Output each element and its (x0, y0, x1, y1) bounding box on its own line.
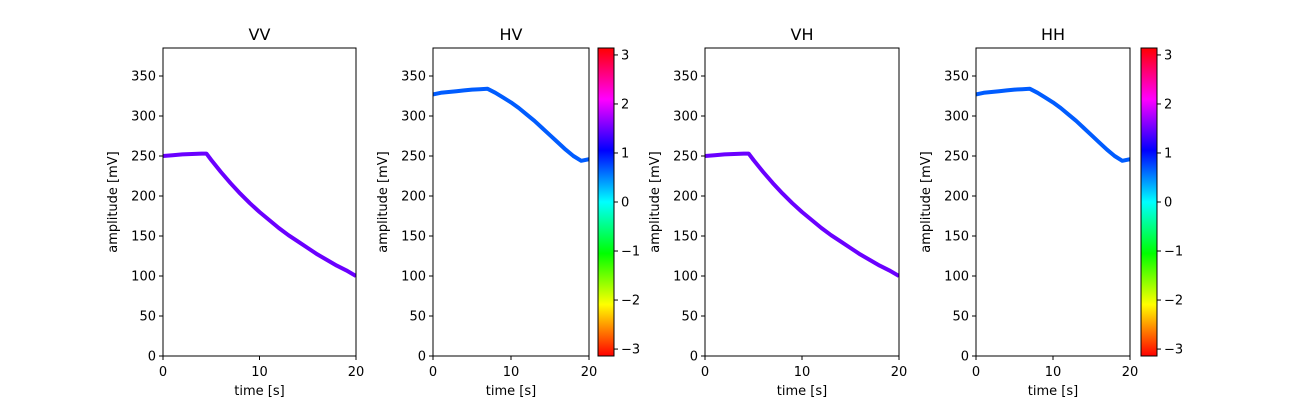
y-tick-label: 150 (131, 230, 156, 245)
series-line-vh (705, 151, 899, 278)
x-tick-label: 20 (581, 365, 598, 380)
series-line-vv (163, 151, 356, 278)
x-axis-label: time [s] (777, 384, 827, 399)
colorbar-tick-label: −2 (621, 294, 640, 309)
y-tick-label: 250 (944, 150, 969, 165)
y-tick-label: 350 (401, 70, 426, 85)
x-tick-label: 20 (1122, 365, 1139, 380)
axes-frame (432, 47, 590, 357)
y-tick-label: 300 (401, 110, 426, 125)
y-tick-label: 200 (131, 190, 156, 205)
y-tick-label: 0 (961, 350, 969, 365)
subplot-vv: 0 50 100 150 200 250 300 350 0 10 20 VV time [s] ampl… (106, 25, 364, 399)
colorbar-tick-label: −3 (1164, 343, 1183, 358)
y-tick-label: 100 (131, 270, 156, 285)
x-tick-label: 10 (794, 365, 811, 380)
y-tick-label: 0 (148, 350, 156, 365)
colorbar-tick-label: −3 (621, 343, 640, 358)
colorbar-tick-label: 3 (621, 48, 629, 63)
colorbar-tick-label: 1 (1164, 146, 1172, 161)
y-tick-label: 300 (673, 110, 698, 125)
colorbar-tick-label: 2 (621, 97, 629, 112)
y-tick-label: 0 (690, 350, 698, 365)
colorbar: 3 2 1 0 −1 −2 −3 (1140, 47, 1183, 358)
y-tick-label: 100 (673, 270, 698, 285)
y-tick-label: 50 (681, 310, 698, 325)
subplot-title: VH (791, 25, 814, 44)
colorbar-gradient (597, 47, 615, 357)
y-axis-label: amplitude [mV] (648, 151, 663, 253)
series-line-hv (433, 86, 589, 163)
x-tick-label: 0 (429, 365, 437, 380)
y-tick-label: 300 (944, 110, 969, 125)
axes-frame (975, 47, 1131, 357)
y-tick-label: 50 (952, 310, 969, 325)
y-axis-label: amplitude [mV] (376, 151, 391, 253)
x-tick-label: 0 (701, 365, 709, 380)
y-tick-label: 200 (673, 190, 698, 205)
subplot-title: HV (500, 25, 523, 44)
x-axis-label: time [s] (486, 384, 536, 399)
y-tick-label: 300 (131, 110, 156, 125)
y-tick-label: 250 (673, 150, 698, 165)
y-tick-label: 150 (673, 230, 698, 245)
y-tick-label: 250 (401, 150, 426, 165)
colorbar-tick-label: −2 (1164, 294, 1183, 309)
subplot-title: VV (249, 25, 271, 44)
colorbar-tick-label: 1 (621, 146, 629, 161)
x-tick-label: 10 (251, 365, 268, 380)
y-tick-label: 100 (401, 270, 426, 285)
x-tick-label: 10 (1045, 365, 1062, 380)
subplot-vh: 0 50 100 150 200 250 300 350 0 10 20 VH time [s] ampl… (648, 25, 907, 399)
y-axis-label: amplitude [mV] (919, 151, 934, 253)
y-tick-label: 50 (409, 310, 426, 325)
x-tick-label: 20 (348, 365, 365, 380)
colorbar-gradient (1140, 47, 1158, 357)
y-tick-label: 350 (944, 70, 969, 85)
x-tick-label: 10 (503, 365, 520, 380)
y-tick-label: 200 (944, 190, 969, 205)
colorbar: 3 2 1 0 −1 −2 −3 (597, 47, 640, 358)
y-tick-label: 100 (944, 270, 969, 285)
y-tick-label: 200 (401, 190, 426, 205)
axes-frame (162, 47, 357, 357)
colorbar-tick-label: 0 (621, 196, 629, 211)
axes-frame (704, 47, 900, 357)
x-tick-label: 0 (159, 365, 167, 380)
colorbar-tick-label: 2 (1164, 97, 1172, 112)
colorbar-tick-label: −1 (1164, 245, 1183, 260)
x-axis-label: time [s] (234, 384, 284, 399)
x-tick-label: 20 (891, 365, 908, 380)
series-line-hh (976, 86, 1130, 163)
colorbar-tick-label: 3 (1164, 48, 1172, 63)
subplot-title: HH (1041, 25, 1065, 44)
x-axis-label: time [s] (1028, 384, 1078, 399)
y-tick-label: 250 (131, 150, 156, 165)
y-tick-label: 0 (418, 350, 426, 365)
y-tick-label: 350 (673, 70, 698, 85)
colorbar-tick-label: 0 (1164, 196, 1172, 211)
y-axis-label: amplitude [mV] (106, 151, 121, 253)
y-tick-label: 350 (131, 70, 156, 85)
y-tick-label: 150 (401, 230, 426, 245)
x-tick-label: 0 (972, 365, 980, 380)
colorbar-tick-label: −1 (621, 245, 640, 260)
y-tick-label: 150 (944, 230, 969, 245)
y-tick-label: 50 (139, 310, 156, 325)
